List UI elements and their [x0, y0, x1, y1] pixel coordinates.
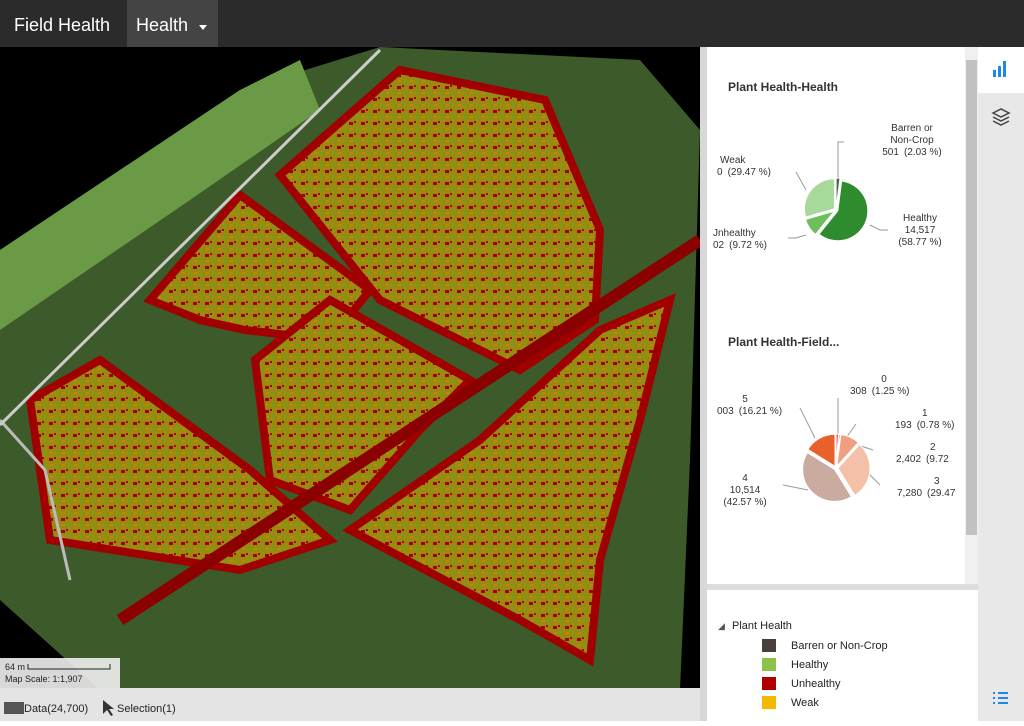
slice-name: Barren or — [891, 123, 933, 134]
slice-count: 14,517 — [905, 225, 936, 236]
tab[interactable] — [127, 0, 218, 47]
slice-name: Jnhealthy — [713, 228, 756, 239]
slice-info: 02 (9.72 %) — [713, 240, 767, 251]
slice-name: 2 — [930, 442, 936, 453]
legend-label: Weak — [791, 697, 819, 709]
chart-icon[interactable] — [993, 61, 1006, 77]
pie-slice — [803, 178, 835, 218]
slice-count: 02 — [713, 240, 725, 251]
slice-label: (0.78 %) — [917, 420, 955, 431]
slice-name: Non-Crop — [890, 135, 934, 146]
layers-icon[interactable] — [991, 108, 1011, 126]
legend-panel — [707, 590, 978, 721]
list-icon[interactable] — [993, 692, 1008, 704]
slice-info: 501 (2.03 %) — [882, 147, 941, 158]
slice-info: 003 (16.21 %) — [717, 406, 782, 417]
sidebar — [978, 47, 1024, 721]
slice-name: Healthy — [903, 213, 937, 224]
slice-label: (16.21 %) — [739, 406, 782, 417]
scroll-thumb[interactable] — [966, 60, 977, 535]
legend-label: Barren or Non-Crop — [791, 640, 888, 652]
pie-slice — [818, 180, 869, 242]
legend-label: Healthy — [791, 659, 829, 671]
chart-title: Plant Health-Health — [728, 80, 838, 94]
slice-name: 4 — [742, 473, 748, 484]
slice-info: 308 (1.25 %) — [850, 386, 909, 397]
slice-info: 2,402 (9.72 — [896, 454, 949, 465]
pie-slice — [802, 451, 853, 502]
slice-name: 0 — [881, 374, 887, 385]
legend-swatch — [762, 677, 776, 690]
scale-box — [0, 658, 120, 688]
tab-label[interactable]: Health — [136, 15, 188, 35]
slice-info: 0 (29.47 %) — [717, 167, 771, 178]
slice-count: 10,514 — [730, 485, 761, 496]
panel-divider[interactable] — [707, 584, 978, 590]
app-title: Field Health — [14, 15, 110, 35]
slice-count: 0 — [717, 167, 723, 178]
pie-slice — [835, 433, 841, 467]
slice-count: 193 — [895, 420, 912, 431]
legend-title: Plant Health — [732, 620, 792, 632]
slice-count: 003 — [717, 406, 734, 417]
scale-distance: 64 m — [5, 662, 25, 672]
legend-swatch — [762, 696, 776, 709]
slice-name: Weak — [720, 155, 746, 166]
slice-label: (9.72 %) — [729, 240, 767, 251]
slice-name: 1 — [922, 408, 928, 419]
dropdown-arrow[interactable] — [199, 25, 207, 30]
leader-lines — [782, 141, 888, 491]
chart-title: Plant Health-Field... — [728, 335, 839, 349]
legend-swatch — [762, 639, 776, 652]
slice-count: 501 — [882, 147, 899, 158]
pie-slice — [837, 443, 871, 497]
slice-label: (9.72 — [926, 454, 949, 465]
grid-icon[interactable] — [4, 702, 24, 714]
legend-swatch — [762, 658, 776, 671]
slice-count: 308 — [850, 386, 867, 397]
slice-label: (42.57 %) — [723, 497, 766, 508]
splitter[interactable] — [700, 47, 707, 721]
pie-slice — [836, 433, 860, 468]
selection-count[interactable]: Selection(1) — [117, 703, 176, 715]
slice-label: (2.03 %) — [904, 147, 942, 158]
slice-label: (29.47 — [927, 488, 956, 499]
scale-label: Map Scale: 1:1,907 — [5, 674, 83, 684]
slice-name: 5 — [742, 394, 748, 405]
cursor-icon[interactable] — [103, 700, 114, 716]
pie-slice — [835, 177, 841, 209]
status-bar — [0, 688, 707, 721]
slice-label: (29.47 %) — [728, 167, 771, 178]
slice-count: 2,402 — [896, 454, 921, 465]
map[interactable]: 64 m Map Scale: 1:1,907 — [0, 47, 704, 690]
pie-slice — [804, 210, 836, 236]
slice-label: (58.77 %) — [898, 237, 941, 248]
collapse-icon[interactable]: ◢ — [718, 621, 725, 631]
slice-info: 193 (0.78 %) — [895, 420, 954, 431]
slice-label: (1.25 %) — [872, 386, 910, 397]
legend-label: Unhealthy — [791, 678, 841, 690]
data-count[interactable]: Data(24,700) — [24, 703, 88, 715]
slice-info: 7,280 (29.47 — [897, 488, 956, 499]
slice-count: 7,280 — [897, 488, 922, 499]
slice-name: 3 — [934, 476, 940, 487]
pie-slice — [807, 433, 836, 468]
